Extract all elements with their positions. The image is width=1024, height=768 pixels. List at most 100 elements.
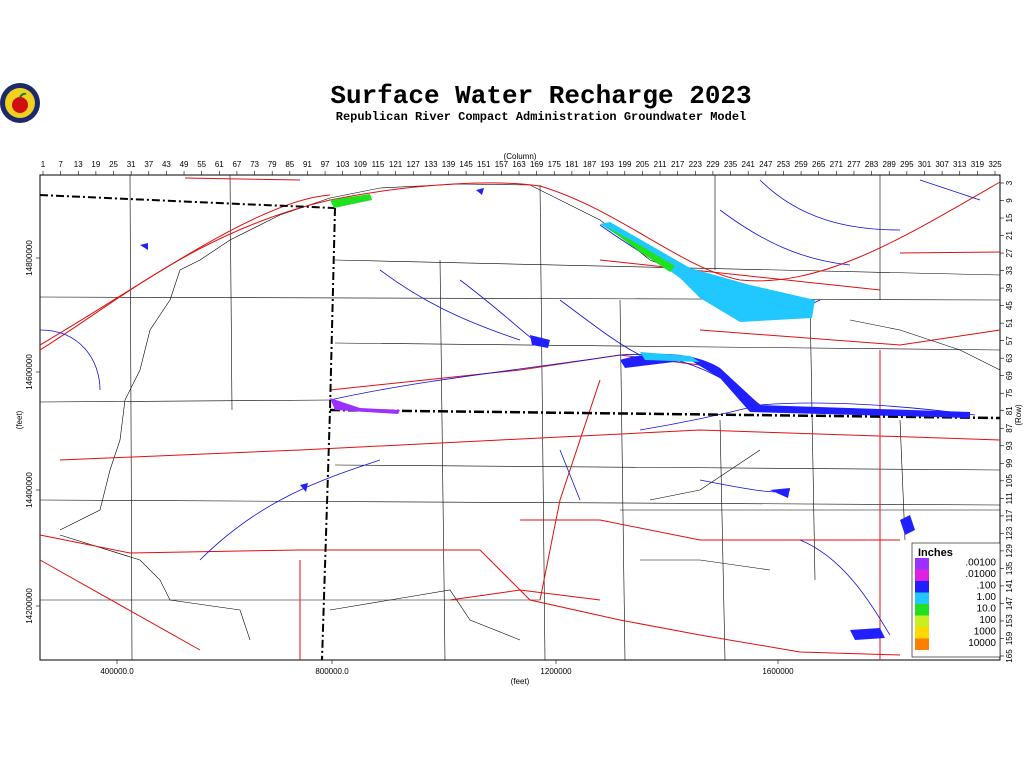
legend-label: 100 [979,615,996,626]
column-tick-label: 91 [303,160,312,169]
row-tick-label: 153 [1005,614,1014,628]
column-tick-label: 25 [109,160,118,169]
legend-swatch [915,604,929,616]
row-tick-label: 21 [1005,231,1014,240]
row-tick-label: 141 [1005,579,1014,593]
recharge-cells [140,188,970,640]
row-tick-label: 51 [1005,318,1014,327]
column-tick-label: 277 [847,160,861,169]
legend-title: Inches [918,547,953,559]
column-tick-label: 175 [548,160,562,169]
row-tick-label: 123 [1005,526,1014,540]
column-tick-label: 97 [321,160,330,169]
row-tick-label: 87 [1005,423,1014,432]
row-tick-label: 69 [1005,371,1014,380]
column-tick-label: 133 [424,160,438,169]
row-tick-label: 111 [1005,492,1014,505]
x-tick-label: 1600000 [762,667,794,676]
column-tick-label: 229 [706,160,720,169]
column-tick-label: 223 [689,160,703,169]
row-tick-label: 45 [1005,301,1014,310]
legend-swatch [915,581,929,593]
column-tick-label: 211 [654,160,667,169]
column-tick-label: 325 [988,160,1002,169]
column-tick-label: 139 [442,160,456,169]
legend-label: 10.0 [977,604,997,615]
column-tick-label: 205 [636,160,650,169]
column-tick-label: 43 [162,160,171,169]
x-tick-label: 400000.0 [100,667,134,676]
column-tick-label: 241 [742,160,756,169]
legend-label: .01000 [965,569,996,580]
row-tick-label: 3 [1005,180,1014,185]
y-tick-label: 14800000 [25,240,34,276]
column-tick-label: 307 [935,160,949,169]
row-tick-label: 93 [1005,441,1014,450]
column-tick-label: 163 [512,160,526,169]
column-tick-label: 151 [477,160,491,169]
column-tick-label: 13 [74,160,83,169]
column-tick-label: 145 [459,160,473,169]
row-tick-label: 27 [1005,248,1014,257]
column-tick-label: 61 [215,160,224,169]
column-tick-label: 85 [285,160,294,169]
column-label: (Column) [504,152,537,161]
column-tick-label: 121 [389,160,403,169]
column-tick-label: 127 [407,160,421,169]
legend-label: .00100 [965,558,996,569]
row-tick-label: 147 [1005,596,1014,610]
row-tick-label: 63 [1005,353,1014,362]
legend-label: 10000 [968,638,996,649]
column-tick-label: 301 [918,160,932,169]
column-tick-label: 181 [565,160,579,169]
column-tick-label: 55 [197,160,206,169]
column-tick-label: 187 [583,160,597,169]
column-tick-label: 313 [953,160,967,169]
column-tick-label: 79 [268,160,277,169]
legend-swatch [915,569,929,581]
column-tick-label: 109 [354,160,368,169]
column-tick-label: 1 [41,160,46,169]
subtitle: Republican River Compact Administration … [336,110,746,124]
column-tick-label: 193 [600,160,614,169]
legend-label: .100 [977,581,997,592]
row-tick-label: 117 [1005,509,1014,522]
column-tick-label: 259 [794,160,808,169]
column-tick-label: 169 [530,160,544,169]
row-tick-label: 81 [1005,406,1014,415]
y-tick-label: 14600000 [25,354,34,390]
column-tick-label: 295 [900,160,914,169]
column-tick-label: 37 [144,160,153,169]
column-tick-label: 283 [865,160,879,169]
row-label: (Row) [1014,404,1023,426]
legend-label: 1000 [974,627,997,638]
y-tick-label: 14400000 [25,472,34,508]
row-tick-label: 57 [1005,336,1014,345]
column-tick-label: 103 [336,160,350,169]
row-tick-label: 129 [1005,544,1014,558]
x-tick-label: 800000.0 [315,667,349,676]
legend-label: 1.00 [977,592,997,603]
y-axis-label: (feet) [15,410,24,429]
column-tick-label: 115 [372,160,385,169]
column-tick-label: 319 [971,160,985,169]
row-tick-label: 105 [1005,474,1014,488]
legend-swatch [915,627,929,639]
row-tick-label: 75 [1005,388,1014,397]
x-tick-label: 1200000 [540,667,572,676]
row-tick-label: 99 [1005,458,1014,467]
legend-swatch [915,638,929,650]
row-tick-label: 135 [1005,561,1014,575]
row-tick-label: 15 [1005,213,1014,222]
boundaries [39,194,1001,661]
row-tick-label: 159 [1005,631,1014,645]
column-tick-label: 289 [883,160,897,169]
row-tick-label: 165 [1005,649,1014,663]
column-tick-label: 247 [759,160,773,169]
y-tick-label: 14200000 [25,588,34,624]
column-tick-label: 157 [495,160,509,169]
column-tick-label: 67 [232,160,241,169]
map-area [39,174,1001,661]
column-tick-label: 253 [777,160,791,169]
